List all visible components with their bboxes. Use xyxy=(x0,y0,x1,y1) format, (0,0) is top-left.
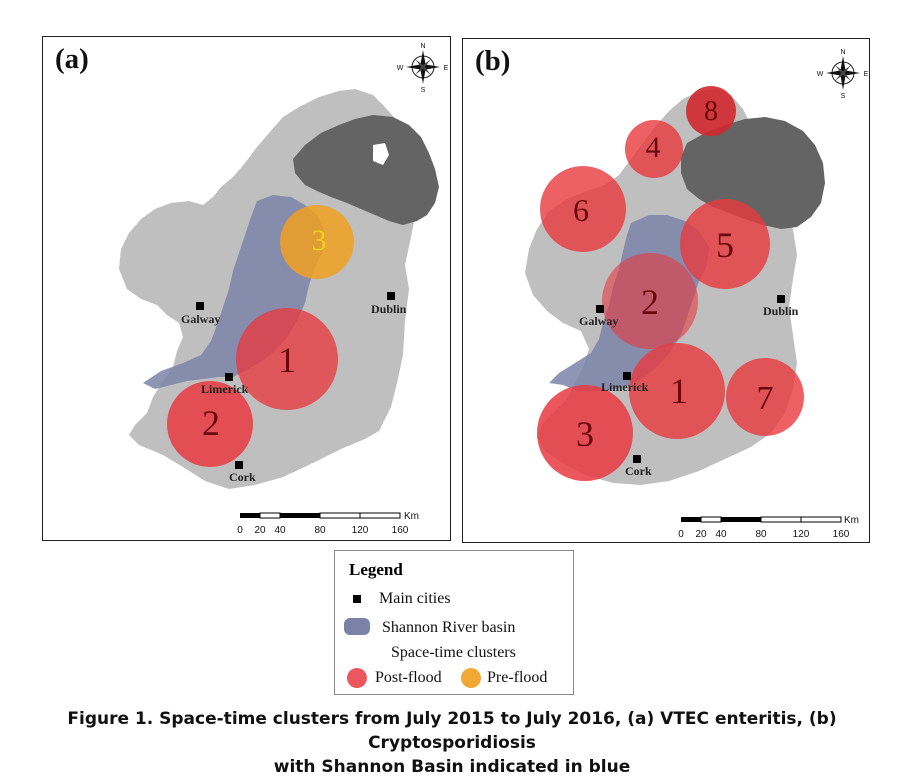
city-label-dublin: Dublin xyxy=(763,304,799,318)
cities-a: Galway Dublin Limerick Cork xyxy=(181,292,407,484)
city-label-limerick: Limerick xyxy=(601,380,649,394)
legend-main-cities: Main cities xyxy=(379,590,451,607)
compass-s: S xyxy=(421,87,426,94)
scale-tick: 20 xyxy=(254,525,266,536)
legend-shannon-basin: Shannon River basin xyxy=(382,619,516,636)
compass-n: N xyxy=(840,49,845,56)
pre-flood-symbol xyxy=(461,668,481,688)
legend-box: Legend Main cities Shannon River basin S… xyxy=(334,550,574,695)
legend-clusters-heading: Space-time clusters xyxy=(391,644,516,661)
scale-tick: 40 xyxy=(274,525,286,536)
cluster-2-label: 2 xyxy=(641,282,659,322)
city-label-galway: Galway xyxy=(579,314,618,328)
cluster-7-circle xyxy=(726,358,804,436)
city-marker-galway xyxy=(196,302,204,310)
city-label-dublin: Dublin xyxy=(371,302,407,316)
caption-line-1: Figure 1. Space-time clusters from July … xyxy=(67,709,837,753)
legend-post-flood: Post-flood xyxy=(375,669,442,686)
cluster-7-label: 7 xyxy=(757,380,774,417)
city-label-cork: Cork xyxy=(229,470,256,484)
cluster-3-circle xyxy=(537,385,633,481)
cities-b: Galway Dublin Limerick Cork xyxy=(579,295,799,478)
scale-tick: 40 xyxy=(715,529,727,540)
cluster-1-circle xyxy=(629,343,725,439)
scale-tick: 160 xyxy=(833,529,850,540)
scale-tick: 80 xyxy=(314,525,326,536)
city-label-galway: Galway xyxy=(181,312,220,326)
compass-n: N xyxy=(420,43,425,50)
map-panel-b: 1 2 3 4 5 6 7 8 Galway Dublin Limerick C… xyxy=(462,38,870,543)
legend-pre-flood: Pre-flood xyxy=(487,669,548,686)
cluster-1-label: 1 xyxy=(278,340,296,380)
legend-title: Legend xyxy=(349,560,403,579)
cluster-8-label: 8 xyxy=(704,96,718,127)
main-cities-symbol xyxy=(353,595,361,603)
cluster-2-label: 2 xyxy=(202,403,220,443)
cluster-1-label: 1 xyxy=(670,371,688,411)
cluster-2-circle xyxy=(167,381,253,467)
figure-caption: Figure 1. Space-time clusters from July … xyxy=(0,707,904,779)
city-marker-cork xyxy=(235,461,243,469)
clusters-a: 1 2 3 xyxy=(167,205,354,467)
shannon-basin-symbol xyxy=(344,618,370,635)
scale-bar-a: Km 0 20 40 80 120 160 xyxy=(237,511,419,536)
compass-e: E xyxy=(444,65,449,72)
scale-tick: 0 xyxy=(237,525,243,536)
compass-b: N S W E xyxy=(817,49,868,100)
compass-w: W xyxy=(397,65,404,72)
panel-label-b: (b) xyxy=(475,45,511,77)
cluster-6-label: 6 xyxy=(573,192,589,228)
northern-ireland xyxy=(293,115,439,225)
cluster-6-circle xyxy=(540,166,626,252)
scale-tick: 0 xyxy=(678,529,684,540)
map-a-svg: 1 2 3 Galway Dublin Limerick Cork N S W … xyxy=(119,43,449,536)
panel-label-a: (a) xyxy=(55,43,89,75)
scale-tick: 20 xyxy=(695,529,707,540)
scale-unit: Km xyxy=(844,515,859,526)
city-label-cork: Cork xyxy=(625,464,652,478)
cluster-5-circle xyxy=(680,199,770,289)
cluster-4-label: 4 xyxy=(646,131,661,164)
cluster-1-circle xyxy=(236,308,338,410)
compass-a: N S W E xyxy=(397,43,449,94)
scale-tick: 120 xyxy=(352,525,369,536)
city-label-limerick: Limerick xyxy=(201,382,249,396)
cluster-3-label: 3 xyxy=(576,414,594,454)
city-marker-dublin xyxy=(387,292,395,300)
compass-s: S xyxy=(841,93,846,100)
cluster-2-circle xyxy=(602,253,698,349)
cluster-8-circle xyxy=(686,86,736,136)
scale-tick: 80 xyxy=(755,529,767,540)
legend-symbols xyxy=(344,595,481,688)
clusters-b: 1 2 3 4 5 6 7 8 xyxy=(537,86,804,481)
cluster-3-label: 3 xyxy=(312,224,327,257)
compass-e: E xyxy=(864,71,868,78)
cluster-3-circle xyxy=(280,205,354,279)
scale-unit: Km xyxy=(404,511,419,522)
scale-tick: 120 xyxy=(793,529,810,540)
city-marker-galway xyxy=(596,305,604,313)
map-b-svg: 1 2 3 4 5 6 7 8 Galway Dublin Limerick C… xyxy=(525,49,868,540)
city-marker-dublin xyxy=(777,295,785,303)
compass-w: W xyxy=(817,71,824,78)
map-panel-a: 1 2 3 Galway Dublin Limerick Cork N S W … xyxy=(42,36,451,541)
city-marker-limerick xyxy=(225,373,233,381)
cluster-5-label: 5 xyxy=(716,225,734,265)
scale-tick: 160 xyxy=(392,525,409,536)
post-flood-symbol xyxy=(347,668,367,688)
caption-line-2: with Shannon Basin indicated in blue xyxy=(273,757,631,777)
cluster-4-circle xyxy=(625,120,683,178)
scale-bar-b: Km 0 20 40 80 120 160 xyxy=(678,515,859,540)
city-marker-limerick xyxy=(623,372,631,380)
city-marker-cork xyxy=(633,455,641,463)
